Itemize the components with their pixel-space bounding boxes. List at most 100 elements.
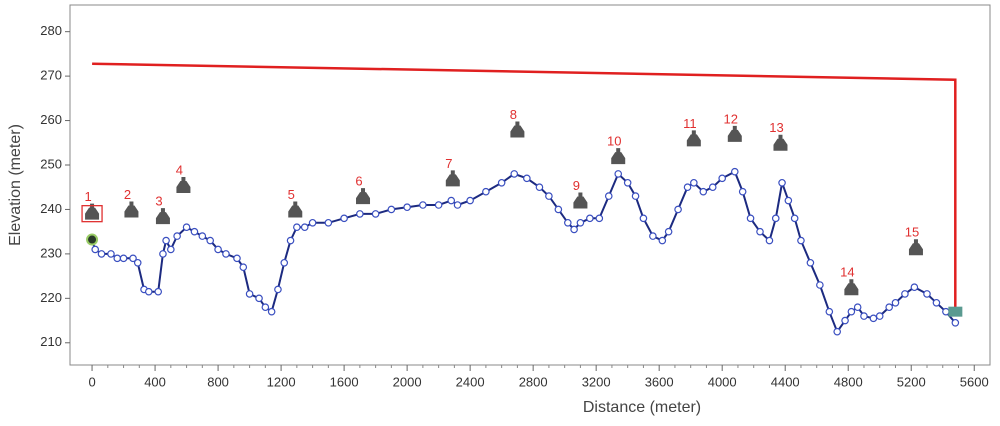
profile-point <box>466 196 474 205</box>
y-tick-label: 240 <box>40 201 62 216</box>
valve-icon <box>85 203 100 220</box>
profile-point <box>554 205 563 214</box>
profile-point <box>623 178 632 187</box>
profile-point <box>182 223 191 232</box>
profile-point <box>683 183 692 192</box>
profile-point <box>658 236 667 245</box>
profile-point <box>951 318 960 327</box>
profile-point <box>523 174 531 183</box>
x-tick-label: 5200 <box>897 374 926 389</box>
profile-point <box>233 254 241 263</box>
profile-point <box>255 294 263 303</box>
profile-point <box>586 214 594 223</box>
valve-icon <box>727 125 742 142</box>
profile-point <box>340 214 348 223</box>
profile-point <box>649 232 657 240</box>
profile-point <box>387 205 396 214</box>
valve-icon <box>573 192 588 209</box>
annotation-label: 10 <box>607 134 621 149</box>
annotation-label: 7 <box>445 156 452 171</box>
annotation-label: 15 <box>905 225 919 240</box>
profile-point <box>154 287 163 296</box>
plot-frame <box>69 4 991 366</box>
valve-icon <box>773 134 788 151</box>
valve-icon <box>176 177 191 193</box>
x-tick-label: 1200 <box>267 374 296 389</box>
valve-icon <box>908 239 923 256</box>
profile-point <box>756 227 764 236</box>
pipeline-line <box>92 62 957 312</box>
profile-point <box>765 236 774 245</box>
profile-point <box>239 263 248 272</box>
profile-point <box>206 236 215 245</box>
profile-point <box>198 232 207 240</box>
profile-point <box>639 214 648 223</box>
profile-point <box>447 196 456 205</box>
profile-point <box>674 205 682 214</box>
profile-point <box>482 187 490 196</box>
profile-point <box>167 245 175 254</box>
end-marker <box>948 306 963 317</box>
profile-point <box>371 210 380 218</box>
profile-point <box>173 232 181 240</box>
profile-point <box>293 223 301 232</box>
profile-point <box>274 285 282 294</box>
profile-point <box>91 245 100 254</box>
profile-point <box>286 236 295 245</box>
annotation-label: 13 <box>769 120 783 135</box>
annotation-label: 3 <box>155 194 162 209</box>
profile-point <box>280 258 289 267</box>
annotation-label: 2 <box>124 187 131 202</box>
profile-point <box>784 196 793 205</box>
profile-point <box>245 290 254 298</box>
profile-line <box>91 170 957 334</box>
profile-point <box>841 316 849 325</box>
annotation-label: 1 <box>84 189 91 204</box>
profile-point <box>891 298 900 307</box>
y-axis-title: Elevation (meter) <box>7 124 24 246</box>
profile-point <box>510 170 519 178</box>
x-axis-title: Distance (meter) <box>583 399 701 416</box>
profile-point <box>790 214 799 223</box>
annotation-label: 8 <box>510 107 517 122</box>
profile-point <box>419 201 427 209</box>
selection-box <box>81 205 103 223</box>
profile-point <box>356 210 364 218</box>
profile-point <box>833 327 841 336</box>
x-tick-label: 3600 <box>645 374 674 389</box>
profile-point <box>853 303 862 312</box>
annotation-label: 14 <box>840 265 854 280</box>
y-tick-label: 210 <box>40 334 62 349</box>
valve-icon <box>686 130 701 147</box>
profile-point <box>778 178 786 187</box>
profile-point <box>144 287 153 296</box>
x-tick-label: 800 <box>207 374 229 389</box>
valve-icon <box>124 201 139 218</box>
valve-icon <box>844 279 859 296</box>
profile-point <box>869 314 878 323</box>
x-tick-label: 400 <box>144 374 166 389</box>
x-tick-label: 0 <box>88 374 95 389</box>
annotation-label: 4 <box>176 162 183 177</box>
profile-point <box>113 254 122 263</box>
profile-point <box>267 307 276 316</box>
valve-icon <box>356 188 371 205</box>
profile-point <box>535 183 544 192</box>
profile-point <box>162 236 170 245</box>
profile-point <box>159 250 167 258</box>
annotation-label: 11 <box>683 116 697 131</box>
profile-point <box>133 258 142 267</box>
y-tick-label: 230 <box>40 245 62 260</box>
x-tick-label: 4800 <box>834 374 863 389</box>
profile-point <box>453 201 462 209</box>
profile-point <box>932 298 941 307</box>
profile-point <box>119 254 128 263</box>
profile-point <box>261 303 270 312</box>
profile-point <box>942 307 950 316</box>
profile-point <box>497 178 506 187</box>
y-tick-label: 270 <box>40 68 62 83</box>
profile-point <box>604 192 613 200</box>
valve-icon <box>510 121 525 138</box>
profile-point <box>825 307 834 316</box>
